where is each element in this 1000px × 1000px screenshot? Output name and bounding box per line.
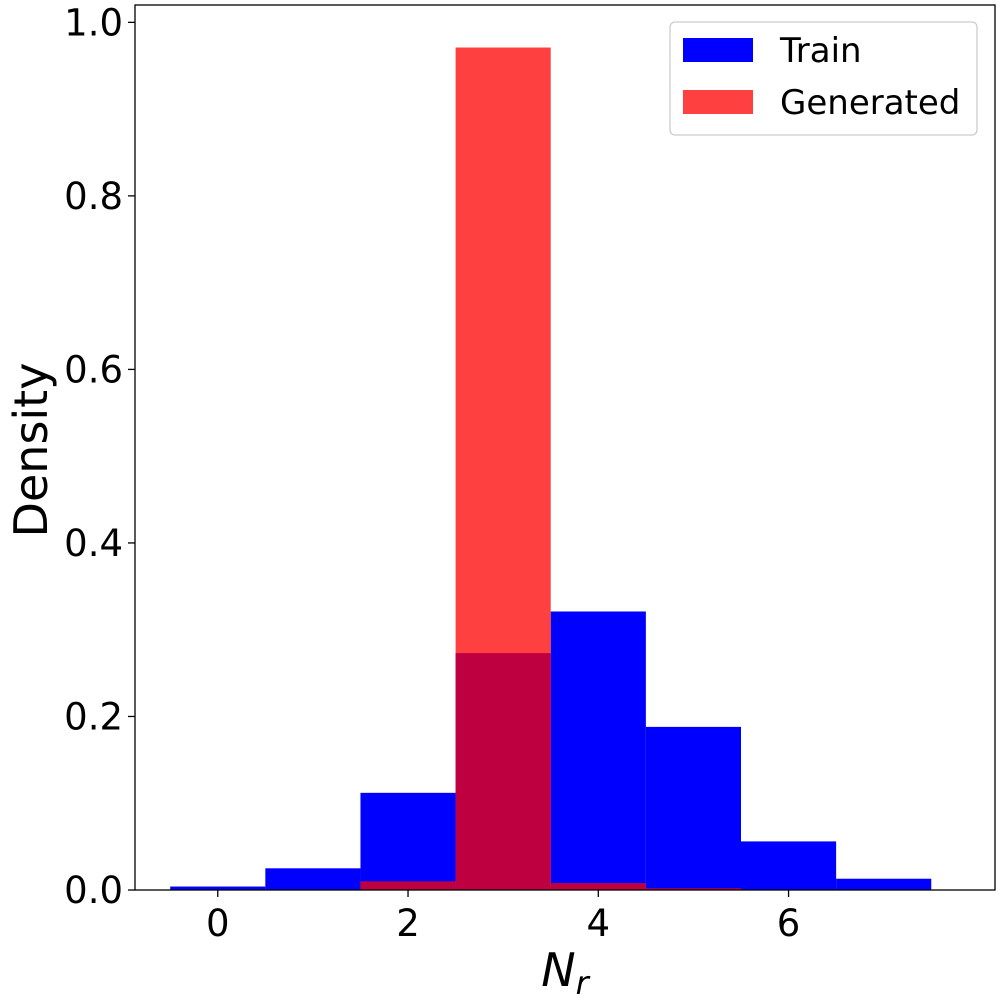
x-tick-label: 6: [777, 902, 801, 945]
x-tick-label: 0: [206, 902, 230, 945]
plot-frame: [134, 4, 996, 891]
bar-train-1: [265, 868, 361, 890]
bar-train-6: [740, 841, 837, 890]
legend-swatch-train: [683, 38, 753, 62]
y-tick-label: 0.8: [64, 175, 123, 218]
x-axis-label-subscript: r: [576, 964, 591, 1000]
x-axis-label-main: N: [541, 943, 575, 997]
bar-generated-5: [645, 888, 741, 890]
bar-train-5: [645, 726, 741, 890]
y-tick-label: 0.0: [64, 869, 123, 912]
legend-label-generated: Generated: [780, 83, 960, 123]
x-axis-label: Nr: [541, 943, 590, 1000]
y-axis-label: Density: [4, 363, 58, 538]
x-tick-label: 2: [396, 902, 420, 945]
y-axis: 0.0 0.2 0.4 0.6 0.8 1.0: [64, 1, 135, 912]
x-axis: 0 2 4 6: [206, 890, 800, 945]
bar-generated-3: [455, 47, 551, 890]
x-tick-label: 4: [587, 902, 611, 945]
y-tick-label: 0.4: [64, 522, 123, 565]
bar-train-0: [170, 886, 266, 890]
legend-swatch-generated: [683, 90, 753, 114]
bar-train-2: [360, 792, 456, 890]
y-tick-label: 0.6: [64, 348, 123, 391]
bar-train-4: [550, 611, 646, 890]
legend: Train Generated: [669, 21, 978, 136]
y-tick-label: 0.2: [64, 695, 123, 738]
y-tick-label: 1.0: [64, 1, 123, 44]
bar-generated-4: [550, 883, 646, 890]
bar-generated-2: [360, 881, 456, 890]
bars-layer: [170, 47, 932, 890]
bar-train-7: [836, 878, 932, 890]
legend-label-train: Train: [779, 31, 862, 71]
